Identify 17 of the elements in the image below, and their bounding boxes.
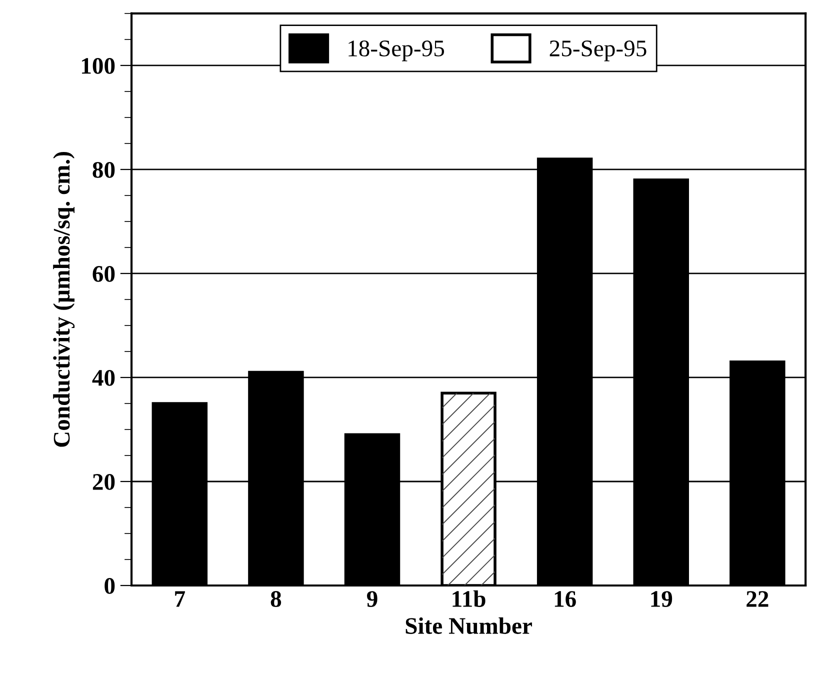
x-tick-label: 7	[175, 591, 185, 607]
y-tick-label: 80	[92, 162, 115, 178]
x-tick-label: 8	[270, 591, 282, 607]
legend-label: 18-Sep-95	[348, 40, 444, 62]
y-tick-label: 20	[92, 474, 115, 490]
y-axis-title: Conductivity (µmhos/sq. cm.)	[53, 152, 75, 447]
y-tick-label: 0	[104, 578, 115, 594]
x-tick-label: 19	[651, 591, 672, 607]
y-tick-label: 40	[92, 370, 115, 386]
x-tick-label: 9	[366, 591, 378, 607]
x-tick-label: 22	[746, 591, 768, 607]
x-tick-label: 16	[554, 591, 576, 607]
y-tick-label: 60	[92, 266, 115, 282]
x-tick-label: 11b	[452, 590, 486, 607]
x-axis-title: Site Number	[406, 617, 532, 634]
legend-label: 25-Sep-95	[550, 40, 646, 62]
y-tick-label: 100	[82, 58, 115, 74]
